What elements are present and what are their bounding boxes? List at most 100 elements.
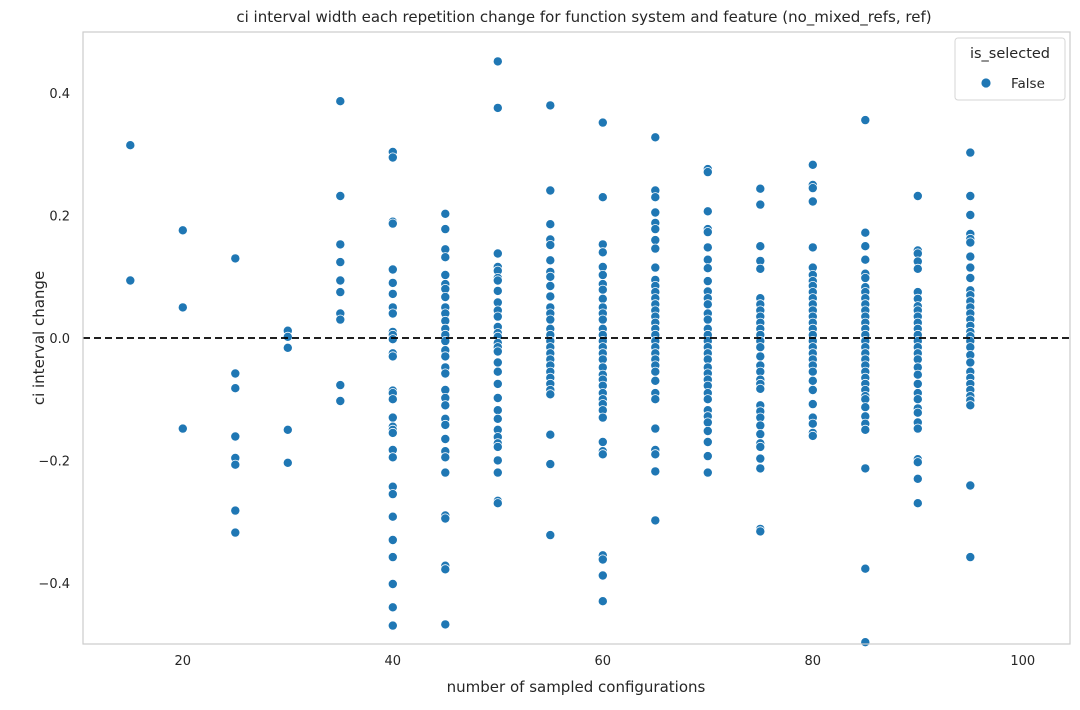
data-point bbox=[807, 430, 818, 441]
data-point bbox=[702, 394, 713, 405]
data-point bbox=[545, 219, 556, 230]
data-point bbox=[282, 342, 293, 353]
data-point bbox=[387, 218, 398, 229]
data-point bbox=[545, 530, 556, 541]
data-point bbox=[177, 423, 188, 434]
data-point bbox=[492, 378, 503, 389]
data-point bbox=[860, 637, 871, 648]
data-point bbox=[282, 331, 293, 342]
data-point bbox=[912, 407, 923, 418]
data-point bbox=[597, 570, 608, 581]
data-point bbox=[650, 207, 661, 218]
data-point bbox=[597, 412, 608, 423]
data-point bbox=[912, 394, 923, 405]
data-point bbox=[440, 291, 451, 302]
data-point bbox=[755, 453, 766, 464]
data-point bbox=[545, 429, 556, 440]
data-point bbox=[965, 480, 976, 491]
data-point bbox=[492, 366, 503, 377]
data-point bbox=[807, 366, 818, 377]
y-tick-label: 0.0 bbox=[49, 332, 70, 347]
x-tick-label: 20 bbox=[175, 654, 192, 669]
data-point bbox=[702, 417, 713, 428]
data-point bbox=[912, 423, 923, 434]
data-point bbox=[492, 455, 503, 466]
data-point bbox=[492, 405, 503, 416]
data-point bbox=[440, 269, 451, 280]
data-point bbox=[387, 264, 398, 275]
data-point bbox=[125, 275, 136, 286]
data-point bbox=[387, 489, 398, 500]
data-point bbox=[860, 463, 871, 474]
y-tick-label: −0.2 bbox=[38, 454, 70, 469]
data-point bbox=[807, 375, 818, 386]
plot-frame bbox=[82, 31, 1071, 645]
data-point bbox=[335, 395, 346, 406]
data-point bbox=[492, 275, 503, 286]
data-point bbox=[125, 140, 136, 151]
data-point bbox=[545, 255, 556, 266]
data-point bbox=[387, 394, 398, 405]
data-point bbox=[545, 314, 556, 325]
data-point bbox=[807, 418, 818, 429]
data-point bbox=[545, 389, 556, 400]
data-point bbox=[440, 351, 451, 362]
data-point bbox=[597, 284, 608, 295]
data-point bbox=[597, 117, 608, 128]
data-point bbox=[335, 314, 346, 325]
data-point bbox=[755, 429, 766, 440]
data-point bbox=[650, 224, 661, 235]
data-point bbox=[650, 449, 661, 460]
data-point bbox=[545, 271, 556, 282]
data-point bbox=[440, 419, 451, 430]
data-point bbox=[912, 498, 923, 509]
data-point bbox=[912, 190, 923, 201]
data-point bbox=[282, 457, 293, 468]
data-points-layer bbox=[125, 56, 976, 648]
data-point bbox=[387, 152, 398, 163]
data-point bbox=[860, 254, 871, 265]
x-axis-label: number of sampled configurations bbox=[447, 678, 706, 696]
data-point bbox=[702, 299, 713, 310]
data-point bbox=[492, 441, 503, 452]
data-point bbox=[807, 384, 818, 395]
data-point bbox=[702, 436, 713, 447]
data-point bbox=[597, 436, 608, 447]
data-point bbox=[755, 351, 766, 362]
data-point bbox=[702, 254, 713, 265]
data-point bbox=[387, 452, 398, 463]
data-point bbox=[860, 424, 871, 435]
data-point bbox=[387, 334, 398, 345]
data-point bbox=[597, 293, 608, 304]
data-point bbox=[335, 257, 346, 268]
data-point bbox=[650, 262, 661, 273]
data-point bbox=[387, 308, 398, 319]
data-point bbox=[965, 272, 976, 283]
data-point bbox=[755, 526, 766, 537]
data-point bbox=[965, 147, 976, 158]
y-tick-label: 0.2 bbox=[49, 210, 70, 225]
data-point bbox=[387, 602, 398, 613]
data-point bbox=[387, 288, 398, 299]
data-point bbox=[965, 357, 976, 368]
data-point bbox=[387, 412, 398, 423]
data-point bbox=[230, 459, 241, 470]
data-point bbox=[387, 552, 398, 563]
data-point bbox=[387, 351, 398, 362]
data-point bbox=[492, 248, 503, 259]
data-point bbox=[387, 579, 398, 590]
data-point bbox=[702, 206, 713, 217]
data-point bbox=[335, 275, 346, 286]
data-point bbox=[965, 190, 976, 201]
data-point bbox=[545, 291, 556, 302]
data-point bbox=[755, 463, 766, 474]
data-point bbox=[492, 357, 503, 368]
data-point bbox=[440, 619, 451, 630]
data-point bbox=[492, 311, 503, 322]
data-point bbox=[387, 277, 398, 288]
data-point bbox=[597, 554, 608, 565]
data-point bbox=[545, 459, 556, 470]
data-point bbox=[440, 467, 451, 478]
data-point bbox=[650, 366, 661, 377]
